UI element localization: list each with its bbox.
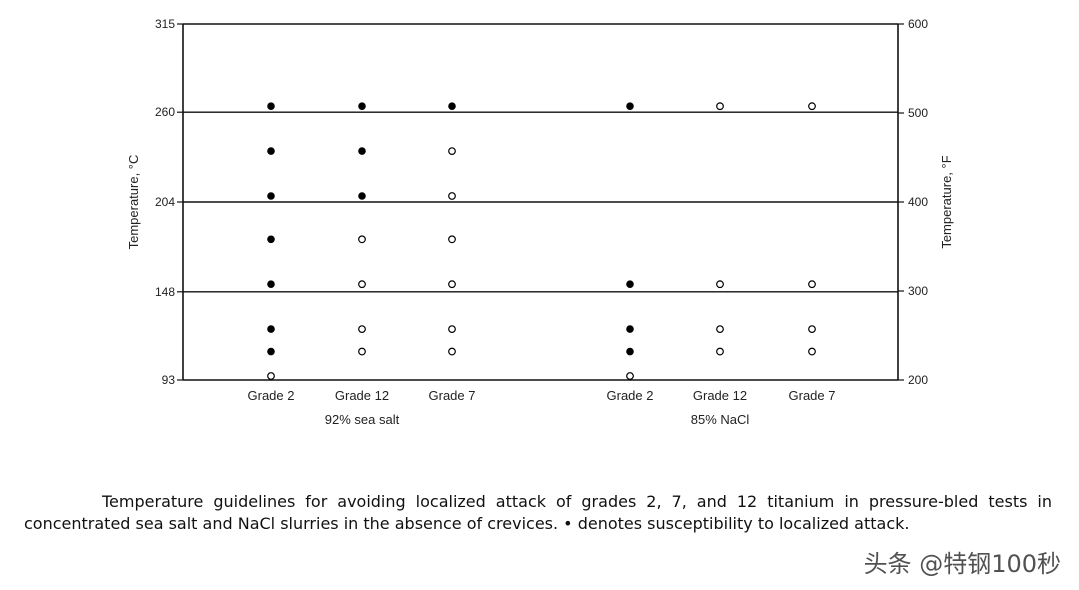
point-susceptible xyxy=(267,192,275,200)
point-susceptible xyxy=(267,147,275,155)
point-resistant xyxy=(358,235,366,244)
point-susceptible xyxy=(267,102,275,110)
category-label: Grade 7 xyxy=(789,388,836,403)
point-resistant xyxy=(448,280,456,289)
figure-caption: Temperature guidelines for avoiding loca… xyxy=(24,492,1052,533)
temperature-chart: 315 260 204 148 93 600 500 400 300 200 Temperature… xyxy=(126,17,954,427)
point-resistant xyxy=(808,325,816,333)
point-resistant xyxy=(808,280,816,289)
point-resistant xyxy=(358,280,366,289)
left-tick-label: 204 xyxy=(155,195,175,209)
point-susceptible xyxy=(626,325,634,333)
point-susceptible xyxy=(626,347,634,356)
right-tick-label: 200 xyxy=(908,373,928,387)
point-resistant xyxy=(448,325,456,333)
point-susceptible xyxy=(626,102,634,110)
point-resistant xyxy=(358,347,366,356)
point-resistant xyxy=(448,347,456,356)
point-susceptible xyxy=(358,147,366,155)
point-susceptible xyxy=(267,325,275,333)
left-tick-label: 260 xyxy=(155,105,175,119)
point-resistant xyxy=(808,347,816,356)
point-resistant xyxy=(808,102,816,111)
group-label: 92% sea salt xyxy=(325,412,400,427)
category-label: Grade 2 xyxy=(248,388,295,403)
point-resistant xyxy=(716,102,724,111)
point-susceptible xyxy=(358,102,366,110)
point-susceptible xyxy=(626,280,634,288)
left-tick-label: 315 xyxy=(155,17,175,31)
category-label: Grade 12 xyxy=(335,388,389,403)
point-susceptible xyxy=(267,235,275,244)
left-axis-title: Temperature, °C xyxy=(126,155,141,250)
point-resistant xyxy=(267,372,275,380)
point-susceptible xyxy=(448,102,456,110)
category-label: Grade 2 xyxy=(607,388,654,403)
point-susceptible xyxy=(358,192,366,200)
point-resistant xyxy=(448,235,456,244)
point-resistant xyxy=(448,147,456,155)
point-resistant xyxy=(716,325,724,333)
category-label: Grade 12 xyxy=(693,388,747,403)
watermark: 头条 @特钢100秒 xyxy=(863,550,1061,578)
right-tick-label: 500 xyxy=(908,106,928,120)
right-tick-label: 600 xyxy=(908,17,928,31)
group-label: 85% NaCl xyxy=(691,412,750,427)
point-resistant xyxy=(716,280,724,289)
right-tick-label: 400 xyxy=(908,195,928,209)
left-tick-label: 148 xyxy=(155,285,175,299)
point-resistant xyxy=(716,347,724,356)
point-resistant xyxy=(358,325,366,333)
right-axis-title: Temperature, °F xyxy=(939,155,954,248)
point-susceptible xyxy=(267,347,275,356)
left-tick-label: 93 xyxy=(162,373,176,387)
point-susceptible xyxy=(267,280,275,288)
category-label: Grade 7 xyxy=(429,388,476,403)
right-tick-label: 300 xyxy=(908,284,928,298)
point-resistant xyxy=(626,372,634,380)
point-resistant xyxy=(448,192,456,200)
